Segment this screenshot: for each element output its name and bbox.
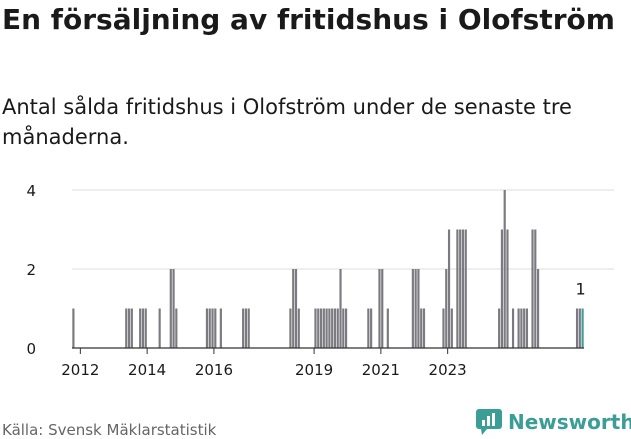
bar: [575, 308, 579, 348]
bar: [297, 308, 300, 348]
bar: [205, 308, 209, 348]
bar: [411, 269, 414, 348]
bar: [141, 308, 145, 348]
y-tick-label: 0: [26, 340, 36, 358]
bar: [339, 269, 342, 348]
bar: [464, 229, 467, 348]
bar: [370, 308, 373, 348]
bar: [127, 308, 131, 348]
bar: [459, 229, 462, 348]
bar: [456, 229, 459, 348]
bar: [314, 308, 317, 348]
bar: [461, 229, 465, 348]
bar: [525, 308, 529, 348]
bar: [328, 308, 331, 348]
bar: [317, 308, 320, 348]
bar: [506, 229, 509, 348]
bar: [378, 269, 381, 348]
bar: [336, 308, 339, 348]
bar: [578, 308, 581, 348]
y-tick-label: 2: [26, 261, 36, 279]
x-tick-label: 2016: [195, 361, 233, 379]
bar: [175, 308, 178, 348]
bar: [331, 308, 334, 348]
bar-annotation: 1: [576, 280, 586, 299]
bar: [511, 308, 515, 348]
bar: [517, 308, 520, 348]
bar: [386, 308, 389, 348]
bar: [381, 269, 384, 348]
bar: [208, 308, 211, 348]
x-tick-label: 2014: [128, 361, 166, 379]
newsworthy-logo-icon: [476, 409, 502, 435]
bar: [500, 229, 503, 348]
bar: [367, 308, 370, 348]
bar: [442, 308, 445, 348]
bar: [345, 308, 348, 348]
bar: [414, 269, 417, 348]
bar: [445, 269, 448, 348]
bar: [322, 308, 325, 348]
bar: [219, 308, 222, 348]
bar: [169, 269, 172, 348]
bar: [503, 190, 506, 348]
bar: [342, 308, 345, 348]
bar: [72, 308, 75, 348]
bar: [537, 269, 540, 348]
axes: 0 2 4 1 2012 2014 2016 2019 2021 2023: [26, 182, 585, 379]
grid-lines: [72, 189, 614, 270]
bar: [450, 308, 453, 348]
bar-chart: 0 2 4 1 2012 2014 2016 2019 2021 2023: [26, 182, 614, 379]
bar: [319, 308, 323, 348]
bar: [294, 269, 298, 348]
bars: [72, 190, 584, 348]
bar: [498, 308, 501, 348]
bar: [289, 308, 292, 348]
bar: [130, 308, 133, 348]
bar: [139, 308, 142, 348]
bar: [247, 308, 250, 348]
y-tick-label: 4: [26, 182, 36, 200]
bar: [333, 308, 337, 348]
x-tick-label: 2019: [295, 361, 333, 379]
bar: [242, 308, 245, 348]
bar: [531, 229, 534, 348]
bar: [422, 308, 426, 348]
chart-subtitle: Antal sålda fritidshus i Olofström under…: [2, 95, 572, 149]
bar: [125, 308, 128, 348]
x-tick-label: 2012: [61, 361, 99, 379]
bar: [292, 269, 295, 348]
bar: [214, 308, 217, 348]
x-tick-label: 2023: [429, 361, 467, 379]
bar: [211, 308, 214, 348]
bar: [534, 229, 537, 348]
bar: [447, 229, 451, 348]
x-tick-label: 2021: [362, 361, 400, 379]
bar: [158, 308, 161, 348]
newsworthy-logo: Newsworthy: [476, 406, 631, 438]
chart-title: En försäljning av fritidshus i Olofström: [2, 3, 615, 36]
bar: [325, 308, 328, 348]
highlighted-bar: [581, 308, 584, 348]
bar: [417, 269, 420, 348]
bar: [172, 269, 175, 348]
bar: [144, 308, 147, 348]
bar: [520, 308, 523, 348]
bar: [244, 308, 247, 348]
bar: [523, 308, 526, 348]
brand-name: Newsworthy: [508, 410, 631, 434]
source-note: Källa: Svensk Mäklarstatistik: [2, 421, 217, 439]
bar: [420, 308, 423, 348]
